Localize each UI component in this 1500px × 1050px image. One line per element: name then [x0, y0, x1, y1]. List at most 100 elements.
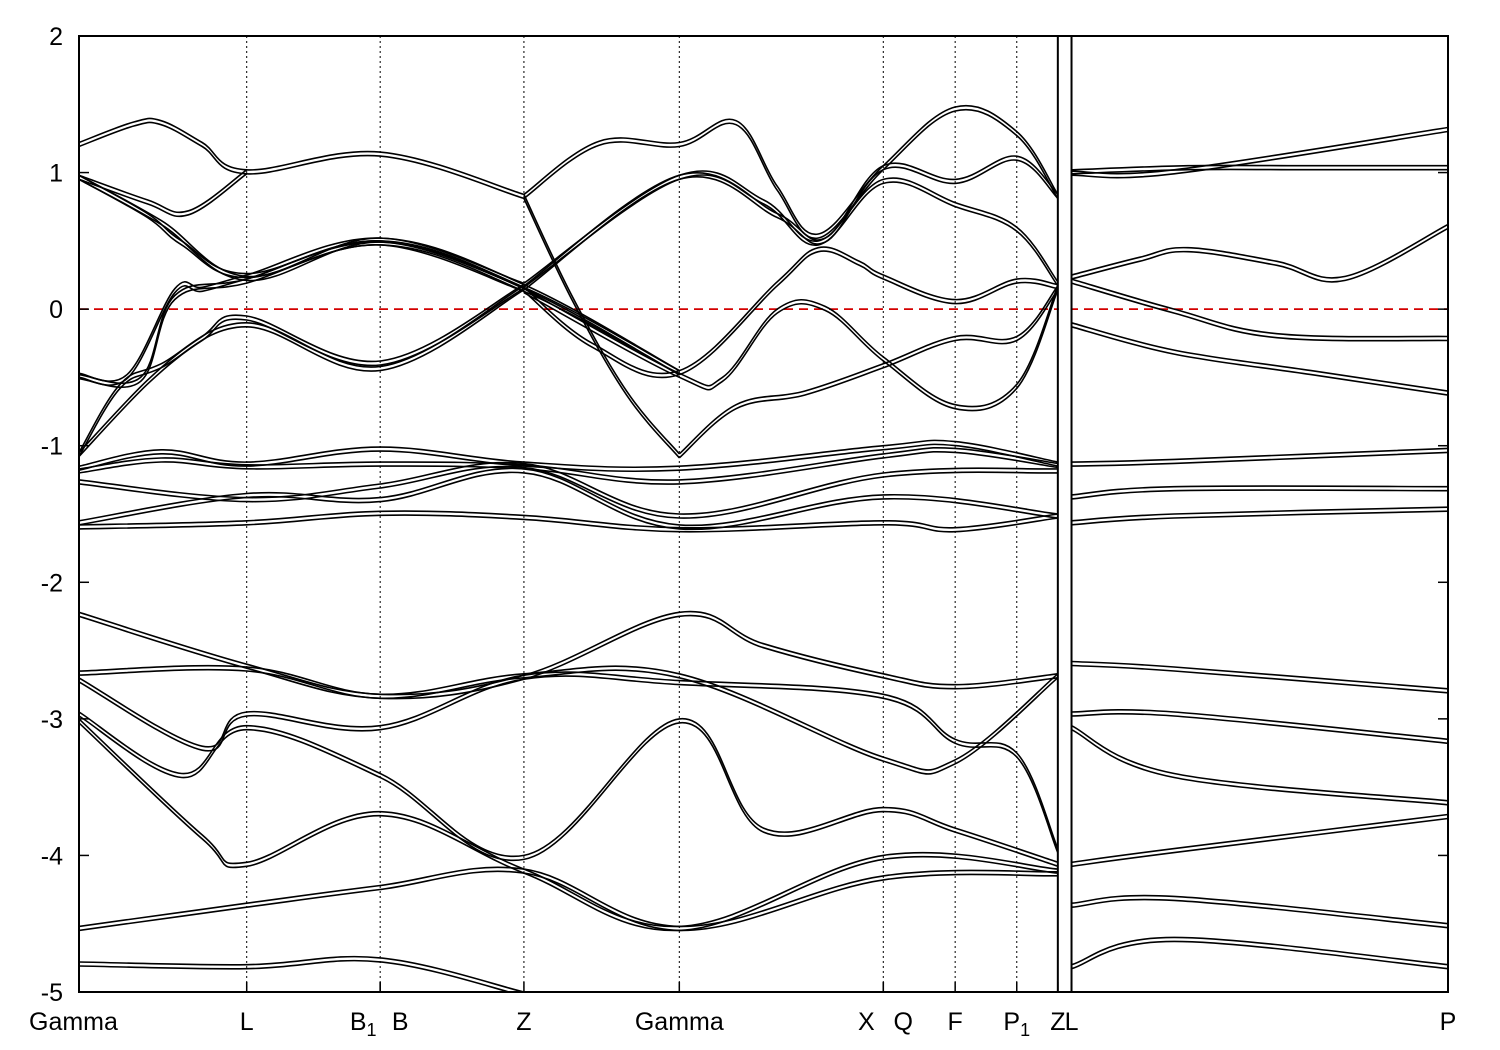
- y-tick-label-6: -4: [41, 842, 63, 870]
- band-line-40-pair: [1071, 940, 1448, 970]
- band-line-0: [79, 117, 525, 196]
- band-line-3: [79, 174, 525, 289]
- band-line-20: [79, 439, 1058, 469]
- band-line-32: [79, 718, 1058, 928]
- band-line-35-pair: [1071, 664, 1448, 694]
- band-line-19-pair: [1071, 168, 1448, 175]
- band-line-37: [1071, 724, 1448, 802]
- band-line-10-pair: [678, 289, 1059, 459]
- y-tick-label-4: -2: [41, 569, 63, 597]
- band-line-39-pair: [1071, 898, 1448, 929]
- band-line-8-pair: [523, 108, 1059, 239]
- band-line-0-pair: [79, 121, 525, 200]
- x-kpoint-label-12: P: [1440, 1008, 1457, 1036]
- band-line-6: [79, 285, 525, 453]
- band-line-29-pair: [79, 668, 1059, 775]
- band-line-26: [1071, 485, 1448, 496]
- band-line-32-pair: [79, 722, 1058, 932]
- band-line-39: [1071, 894, 1448, 925]
- band-line-15: [1071, 223, 1448, 279]
- band-line-29: [79, 664, 1059, 771]
- band-line-25: [1071, 447, 1448, 463]
- band-line-13-pair: [523, 250, 1058, 379]
- band-line-36: [1071, 709, 1448, 741]
- band-line-35: [1071, 660, 1448, 690]
- band-line-30: [79, 671, 1059, 849]
- band-line-23: [79, 467, 1058, 527]
- band-lines: [79, 104, 1448, 992]
- x-kpoint-label-6: X: [858, 1008, 875, 1036]
- path-discontinuity: [1056, 36, 1073, 992]
- x-kpoint-label-3: B: [392, 1008, 409, 1036]
- x-kpoint-label-8: F: [948, 1008, 963, 1036]
- band-line-19: [1071, 164, 1448, 171]
- band-line-27: [1071, 506, 1448, 522]
- band-line-24: [79, 510, 1058, 529]
- x-kpoint-label-10: Z: [1050, 1008, 1065, 1036]
- band-line-1-pair: [79, 173, 248, 218]
- band-line-21-pair: [79, 450, 1058, 485]
- band-line-14: [523, 285, 1059, 408]
- band-line-26-pair: [1071, 489, 1448, 500]
- band-line-33-pair: [79, 870, 1058, 932]
- x-kpoint-label-4: Z: [516, 1008, 531, 1036]
- band-line-9: [523, 194, 680, 455]
- band-line-40: [1071, 936, 1448, 966]
- x-kpoint-label-2: B1: [350, 1008, 377, 1040]
- band-line-27-pair: [1071, 510, 1448, 526]
- x-kpoint-label-1: L: [240, 1008, 254, 1036]
- band-line-28-pair: [79, 614, 1058, 700]
- x-kpoint-label-11: L: [1065, 1008, 1079, 1036]
- y-tick-label-5: -3: [41, 706, 63, 734]
- x-kpoint-label-7: Q: [894, 1008, 913, 1036]
- x-kpoint-label-0: Gamma: [29, 1008, 118, 1036]
- band-line-24-pair: [79, 514, 1058, 533]
- y-axis: 2 1 0 -1 -2 -3 -4 -5: [41, 23, 1448, 1007]
- band-line-18-pair: [1071, 130, 1448, 179]
- band-line-1: [79, 169, 248, 214]
- band-line-10: [678, 285, 1059, 455]
- y-tick-label-0: 2: [49, 23, 63, 51]
- band-line-8: [523, 104, 1059, 235]
- band-line-38: [1071, 813, 1448, 864]
- band-line-17-pair: [1071, 326, 1448, 396]
- band-line-31: [79, 711, 1059, 864]
- x-kpoint-label-9: P1: [1003, 1008, 1030, 1040]
- band-line-25-pair: [1071, 451, 1448, 467]
- band-line-38-pair: [1071, 817, 1448, 868]
- band-line-16: [1071, 278, 1448, 338]
- band-line-2-pair: [79, 178, 525, 288]
- band-line-34-pair: [79, 959, 512, 992]
- band-line-6-pair: [79, 289, 525, 457]
- band-line-12: [523, 170, 1059, 284]
- x-kpoint-label-5: Gamma: [635, 1008, 724, 1036]
- band-line-28: [79, 610, 1058, 696]
- band-line-3-pair: [79, 178, 525, 293]
- band-line-22-pair: [79, 465, 1058, 519]
- band-line-21: [79, 446, 1058, 481]
- band-line-37-pair: [1071, 728, 1448, 806]
- plot-frame: [78, 35, 1449, 993]
- band-line-36-pair: [1071, 713, 1448, 745]
- band-line-17: [1071, 322, 1448, 392]
- band-line-13: [523, 246, 1058, 375]
- y-tick-label-2: 0: [49, 296, 63, 324]
- y-tick-label-1: 1: [49, 160, 63, 188]
- band-line-9-pair: [523, 198, 680, 459]
- band-line-7-pair: [79, 287, 525, 458]
- segment-gap-fill: [1058, 37, 1071, 991]
- y-tick-label-7: -5: [41, 979, 63, 1007]
- band-line-7: [79, 283, 525, 454]
- band-line-16-pair: [1071, 282, 1448, 342]
- x-axis-kpoint-labels: Gamma L B1 B Z Gamma X Q F P1 Z L P: [29, 982, 1456, 1040]
- band-line-14-pair: [523, 289, 1059, 412]
- band-line-33: [79, 866, 1058, 928]
- band-line-15-pair: [1071, 227, 1448, 283]
- band-line-18: [1071, 126, 1448, 175]
- band-line-34: [79, 955, 525, 992]
- band-line-23-pair: [79, 471, 1058, 531]
- band-line-31-pair: [79, 715, 1059, 868]
- band-line-12-pair: [523, 174, 1059, 288]
- y-tick-label-3: -1: [41, 433, 63, 461]
